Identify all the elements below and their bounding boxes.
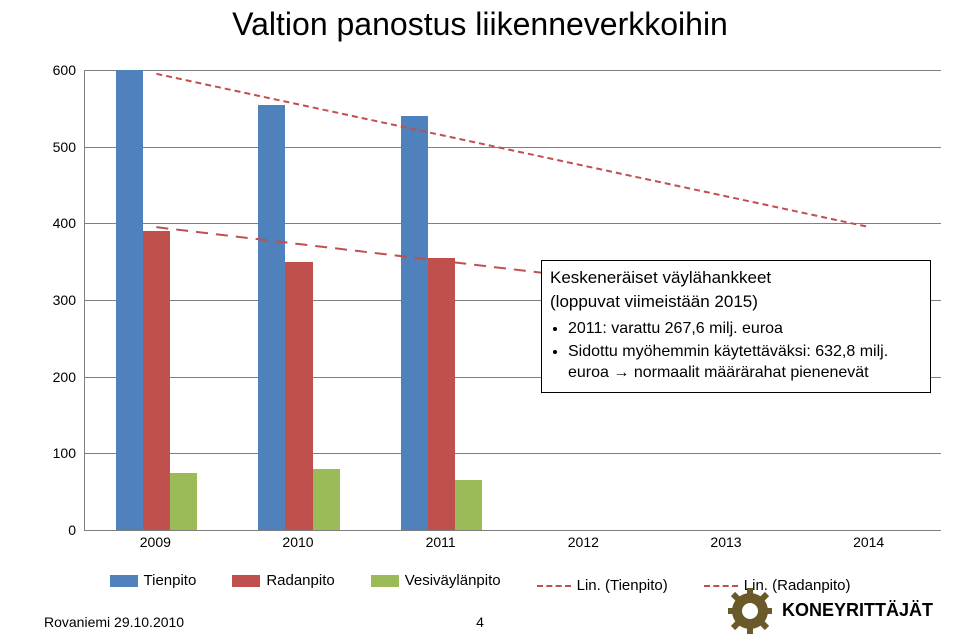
y-tick-label: 400	[40, 215, 76, 231]
callout-bullet: 2011: varattu 267,6 milj. euroa	[568, 319, 922, 340]
bar-radanpito	[285, 262, 312, 530]
x-tick-label: 2010	[282, 534, 313, 550]
plot-area: Keskeneräiset väylähankkeet (loppuvat vi…	[84, 70, 941, 531]
y-tick-label: 600	[40, 62, 76, 78]
bar-tienpito	[258, 105, 285, 531]
legend-label: Radanpito	[266, 572, 334, 589]
y-tick-label: 100	[40, 445, 76, 461]
legend-line-swatch	[704, 585, 738, 587]
legend-item: Radanpito	[232, 572, 334, 589]
callout-head1: Keskeneräiset väylähankkeet	[550, 267, 922, 289]
legend-line-swatch	[537, 585, 571, 587]
legend-label: Lin. (Tienpito)	[577, 577, 668, 594]
y-tick-label: 200	[40, 369, 76, 385]
x-tick-label: 2009	[140, 534, 171, 550]
y-axis: 0100200300400500600	[40, 70, 80, 530]
y-tick-label: 500	[40, 139, 76, 155]
legend-item: Vesiväylänpito	[371, 572, 501, 589]
legend-label: Tienpito	[144, 572, 197, 589]
bar-tienpito	[116, 70, 143, 530]
legend-item: Tienpito	[110, 572, 197, 589]
brand-logo: KONEYRITTÄJÄT	[724, 588, 954, 634]
bar-vesiväylänpito	[313, 469, 340, 530]
bar-radanpito	[143, 231, 170, 530]
bar-radanpito	[428, 258, 455, 530]
brand-name: KONEYRITTÄJÄT	[782, 600, 933, 621]
bar-tienpito	[401, 116, 428, 530]
legend-swatch	[232, 575, 260, 587]
x-axis: 2009 2010 2011 2012 2013 2014	[84, 534, 940, 554]
x-tick-label: 2012	[568, 534, 599, 550]
callout-head2: (loppuvat viimeistään 2015)	[550, 291, 922, 313]
x-tick-label: 2014	[853, 534, 884, 550]
legend-item: Lin. (Tienpito)	[537, 577, 668, 594]
y-tick-label: 0	[40, 522, 76, 538]
legend-label: Vesiväylänpito	[405, 572, 501, 589]
x-tick-label: 2011	[426, 534, 456, 550]
callout-box: Keskeneräiset väylähankkeet (loppuvat vi…	[541, 260, 931, 393]
chart: 0100200300400500600 Keskeneräiset väyläh…	[40, 70, 940, 530]
y-tick-label: 300	[40, 292, 76, 308]
legend-swatch	[371, 575, 399, 587]
x-tick-label: 2013	[710, 534, 741, 550]
callout-bullets: 2011: varattu 267,6 milj. euroaSidottu m…	[568, 319, 922, 383]
bar-vesiväylänpito	[455, 480, 482, 530]
callout-bullet: Sidottu myöhemmin käytettäväksi: 632,8 m…	[568, 342, 922, 384]
page-title: Valtion panostus liikenneverkkoihin	[0, 6, 960, 43]
legend-swatch	[110, 575, 138, 587]
bar-vesiväylänpito	[170, 473, 197, 531]
